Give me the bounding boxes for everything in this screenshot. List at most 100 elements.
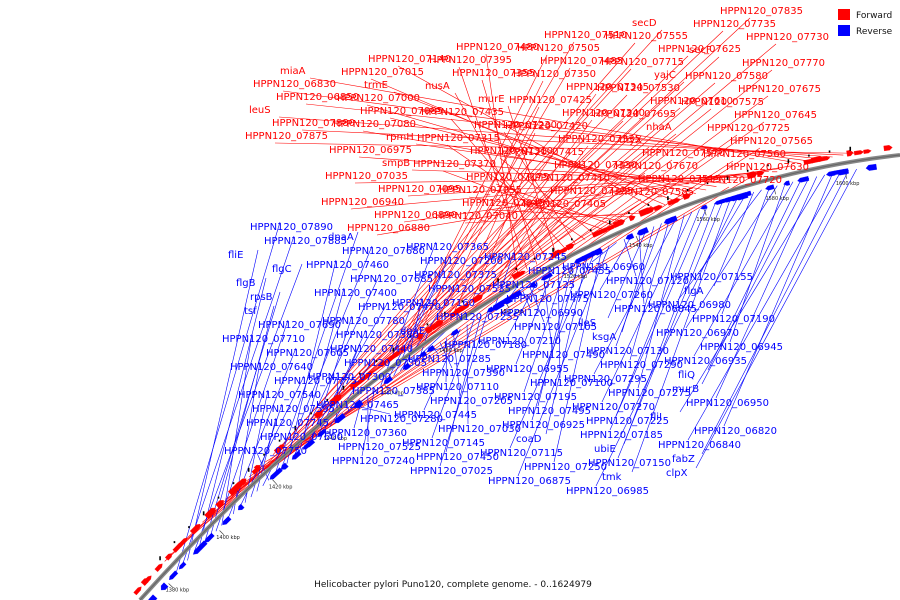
forward-gene-arrow-50 bbox=[424, 326, 433, 335]
forward-leader-25 bbox=[364, 172, 646, 379]
reverse-gene-label-96: HPPN120_06820 bbox=[694, 426, 777, 437]
forward-gene-arrow-86 bbox=[653, 205, 663, 212]
site-marker-30 bbox=[667, 196, 669, 201]
reverse-gene-label-43: HPPN120_07390 bbox=[422, 368, 505, 379]
reverse-gene-label-64: coaD bbox=[516, 434, 542, 445]
reverse-gene-label-92: fliQ bbox=[678, 370, 695, 381]
forward-gene-label-12: HPPN120_07630 bbox=[726, 162, 809, 173]
forward-gene-arrow-69 bbox=[559, 247, 569, 254]
reverse-leader-17 bbox=[274, 231, 359, 475]
site-marker-11 bbox=[326, 398, 329, 401]
reverse-gene-label-12: HPPN120_07540 bbox=[238, 390, 321, 401]
forward-gene-label-8: HPPN120_07645 bbox=[734, 110, 817, 121]
reverse-gene-label-36: HPPN120_07375 bbox=[414, 270, 497, 281]
reverse-gene-arrow-101 bbox=[783, 180, 791, 186]
reverse-gene-arrow-36 bbox=[354, 399, 364, 409]
reverse-leader-93 bbox=[701, 178, 810, 385]
forward-leader-40 bbox=[498, 197, 581, 287]
tick-label-2: 1420 kbp bbox=[269, 484, 293, 490]
reverse-leader-73 bbox=[621, 226, 655, 333]
forward-gene-label-26: HPPN120_07515 bbox=[638, 174, 721, 185]
reverse-leader-47 bbox=[466, 324, 469, 425]
forward-gene-label-10: HPPN120_07565 bbox=[730, 136, 813, 147]
forward-gene-label-25: HPPN120_07670 bbox=[615, 161, 698, 172]
forward-gene-label-5: HPPN120_07580 bbox=[685, 71, 768, 82]
reverse-leader-97 bbox=[687, 171, 841, 441]
reverse-gene-label-52: HPPN120_07455 bbox=[528, 266, 611, 277]
forward-gene-label-53: HPPN120_07055 bbox=[439, 185, 522, 196]
reverse-gene-arrow-63 bbox=[513, 289, 523, 297]
reverse-gene-arrow-67 bbox=[540, 272, 553, 281]
forward-gene-label-70: miaA bbox=[280, 66, 306, 77]
forward-leader-49 bbox=[446, 144, 586, 240]
reverse-leader-76 bbox=[593, 217, 677, 375]
forward-gene-label-66: HPPN120_07095 bbox=[378, 184, 461, 195]
reverse-gene-label-60: HPPN120_07100 bbox=[530, 378, 613, 389]
forward-gene-arrow-57 bbox=[471, 294, 483, 304]
reverse-gene-arrow-4 bbox=[160, 582, 169, 591]
reverse-gene-label-56: HPPN120_07105 bbox=[514, 322, 597, 333]
tick-label-9: 1560 kbp bbox=[696, 217, 720, 223]
reverse-leader-65 bbox=[509, 252, 595, 449]
forward-gene-label-56: HPPN120_07140 bbox=[368, 54, 451, 65]
reverse-gene-arrow-47 bbox=[419, 350, 427, 357]
reverse-leader-82 bbox=[617, 201, 723, 459]
forward-leader-42 bbox=[485, 53, 519, 276]
forward-gene-arrow-99 bbox=[756, 170, 765, 177]
forward-gene-arrow-5 bbox=[154, 563, 163, 573]
forward-leader-1 bbox=[171, 30, 724, 554]
tick-line-0 bbox=[168, 583, 174, 588]
reverse-gene-label-24: HPPN120_07380 bbox=[336, 330, 419, 341]
reverse-gene-label-31: HPPN120_07360 bbox=[324, 428, 407, 439]
reverse-leader-61 bbox=[523, 267, 566, 393]
forward-gene-label-50: HPPN120_07310 bbox=[470, 146, 553, 157]
forward-gene-label-74: HPPN120_07880 bbox=[272, 118, 355, 129]
reverse-gene-label-53: HPPN120_07125 bbox=[492, 280, 575, 291]
forward-gene-label-41: HPPN120_07405 bbox=[523, 199, 606, 210]
reverse-gene-arrow-45 bbox=[402, 362, 411, 370]
forward-gene-label-29: HPPN120_07505 bbox=[517, 43, 600, 54]
site-marker-26 bbox=[589, 229, 592, 232]
forward-leader-39 bbox=[489, 184, 558, 292]
reverse-gene-label-87: HPPN120_06980 bbox=[648, 300, 731, 311]
reverse-gene-label-84: HPPN120_06985 bbox=[566, 486, 649, 497]
reverse-leader-4 bbox=[198, 277, 267, 549]
forward-leader-75 bbox=[274, 142, 855, 154]
reverse-gene-label-10: HPPN120_07640 bbox=[230, 362, 313, 373]
forward-gene-label-63: HPPN120_06975 bbox=[329, 145, 412, 156]
reverse-gene-label-86: flgA bbox=[684, 286, 704, 297]
reverse-leader-43 bbox=[439, 342, 453, 369]
forward-gene-arrow-17 bbox=[215, 500, 224, 509]
forward-gene-arrow-80 bbox=[617, 219, 625, 226]
forward-gene-arrow-98 bbox=[746, 171, 758, 180]
reverse-gene-label-88: HPPN120_07190 bbox=[692, 314, 775, 325]
gene-arrows bbox=[133, 145, 893, 600]
reverse-gene-label-11: HPPN120_07775 bbox=[274, 376, 357, 387]
reverse-leader-85 bbox=[699, 194, 747, 273]
reverse-gene-arrow-1 bbox=[148, 594, 158, 600]
reverse-gene-label-7: HPPN120_07690 bbox=[258, 320, 341, 331]
forward-leader-15 bbox=[280, 42, 636, 448]
reverse-gene-label-9: HPPN120_07605 bbox=[266, 348, 349, 359]
reverse-gene-label-1: HPPN120_07885 bbox=[264, 236, 347, 247]
forward-leader-47 bbox=[450, 118, 566, 250]
reverse-gene-arrow-18 bbox=[238, 503, 245, 511]
forward-gene-label-48: HPPN120_07230 bbox=[474, 120, 557, 131]
reverse-gene-label-14: HPPN120_07745 bbox=[246, 418, 329, 429]
reverse-leader-80 bbox=[609, 206, 708, 431]
reverse-gene-label-69: HPPN120_07120 bbox=[606, 276, 689, 287]
reverse-gene-label-37: HPPN120_07535 bbox=[428, 284, 511, 295]
forward-gene-label-31: HPPN120_07350 bbox=[513, 69, 596, 80]
reverse-gene-label-77: HPPN120_07275 bbox=[608, 388, 691, 399]
legend: Forward Reverse bbox=[838, 9, 893, 37]
forward-gene-arrow-7 bbox=[164, 553, 173, 561]
forward-gene-label-67: HPPN120_06940 bbox=[321, 197, 404, 208]
reverse-leader-92 bbox=[707, 179, 802, 371]
site-marker-20 bbox=[479, 289, 481, 292]
reverse-gene-arrow-102 bbox=[797, 176, 810, 183]
reverse-gene-label-48: HPPN120_07145 bbox=[402, 438, 485, 449]
tick-label-8: 1540 kbp bbox=[629, 243, 653, 249]
forward-gene-label-19: HPPN120_07530 bbox=[597, 83, 680, 94]
reverse-gene-label-34: HPPN120_07365 bbox=[406, 242, 489, 253]
